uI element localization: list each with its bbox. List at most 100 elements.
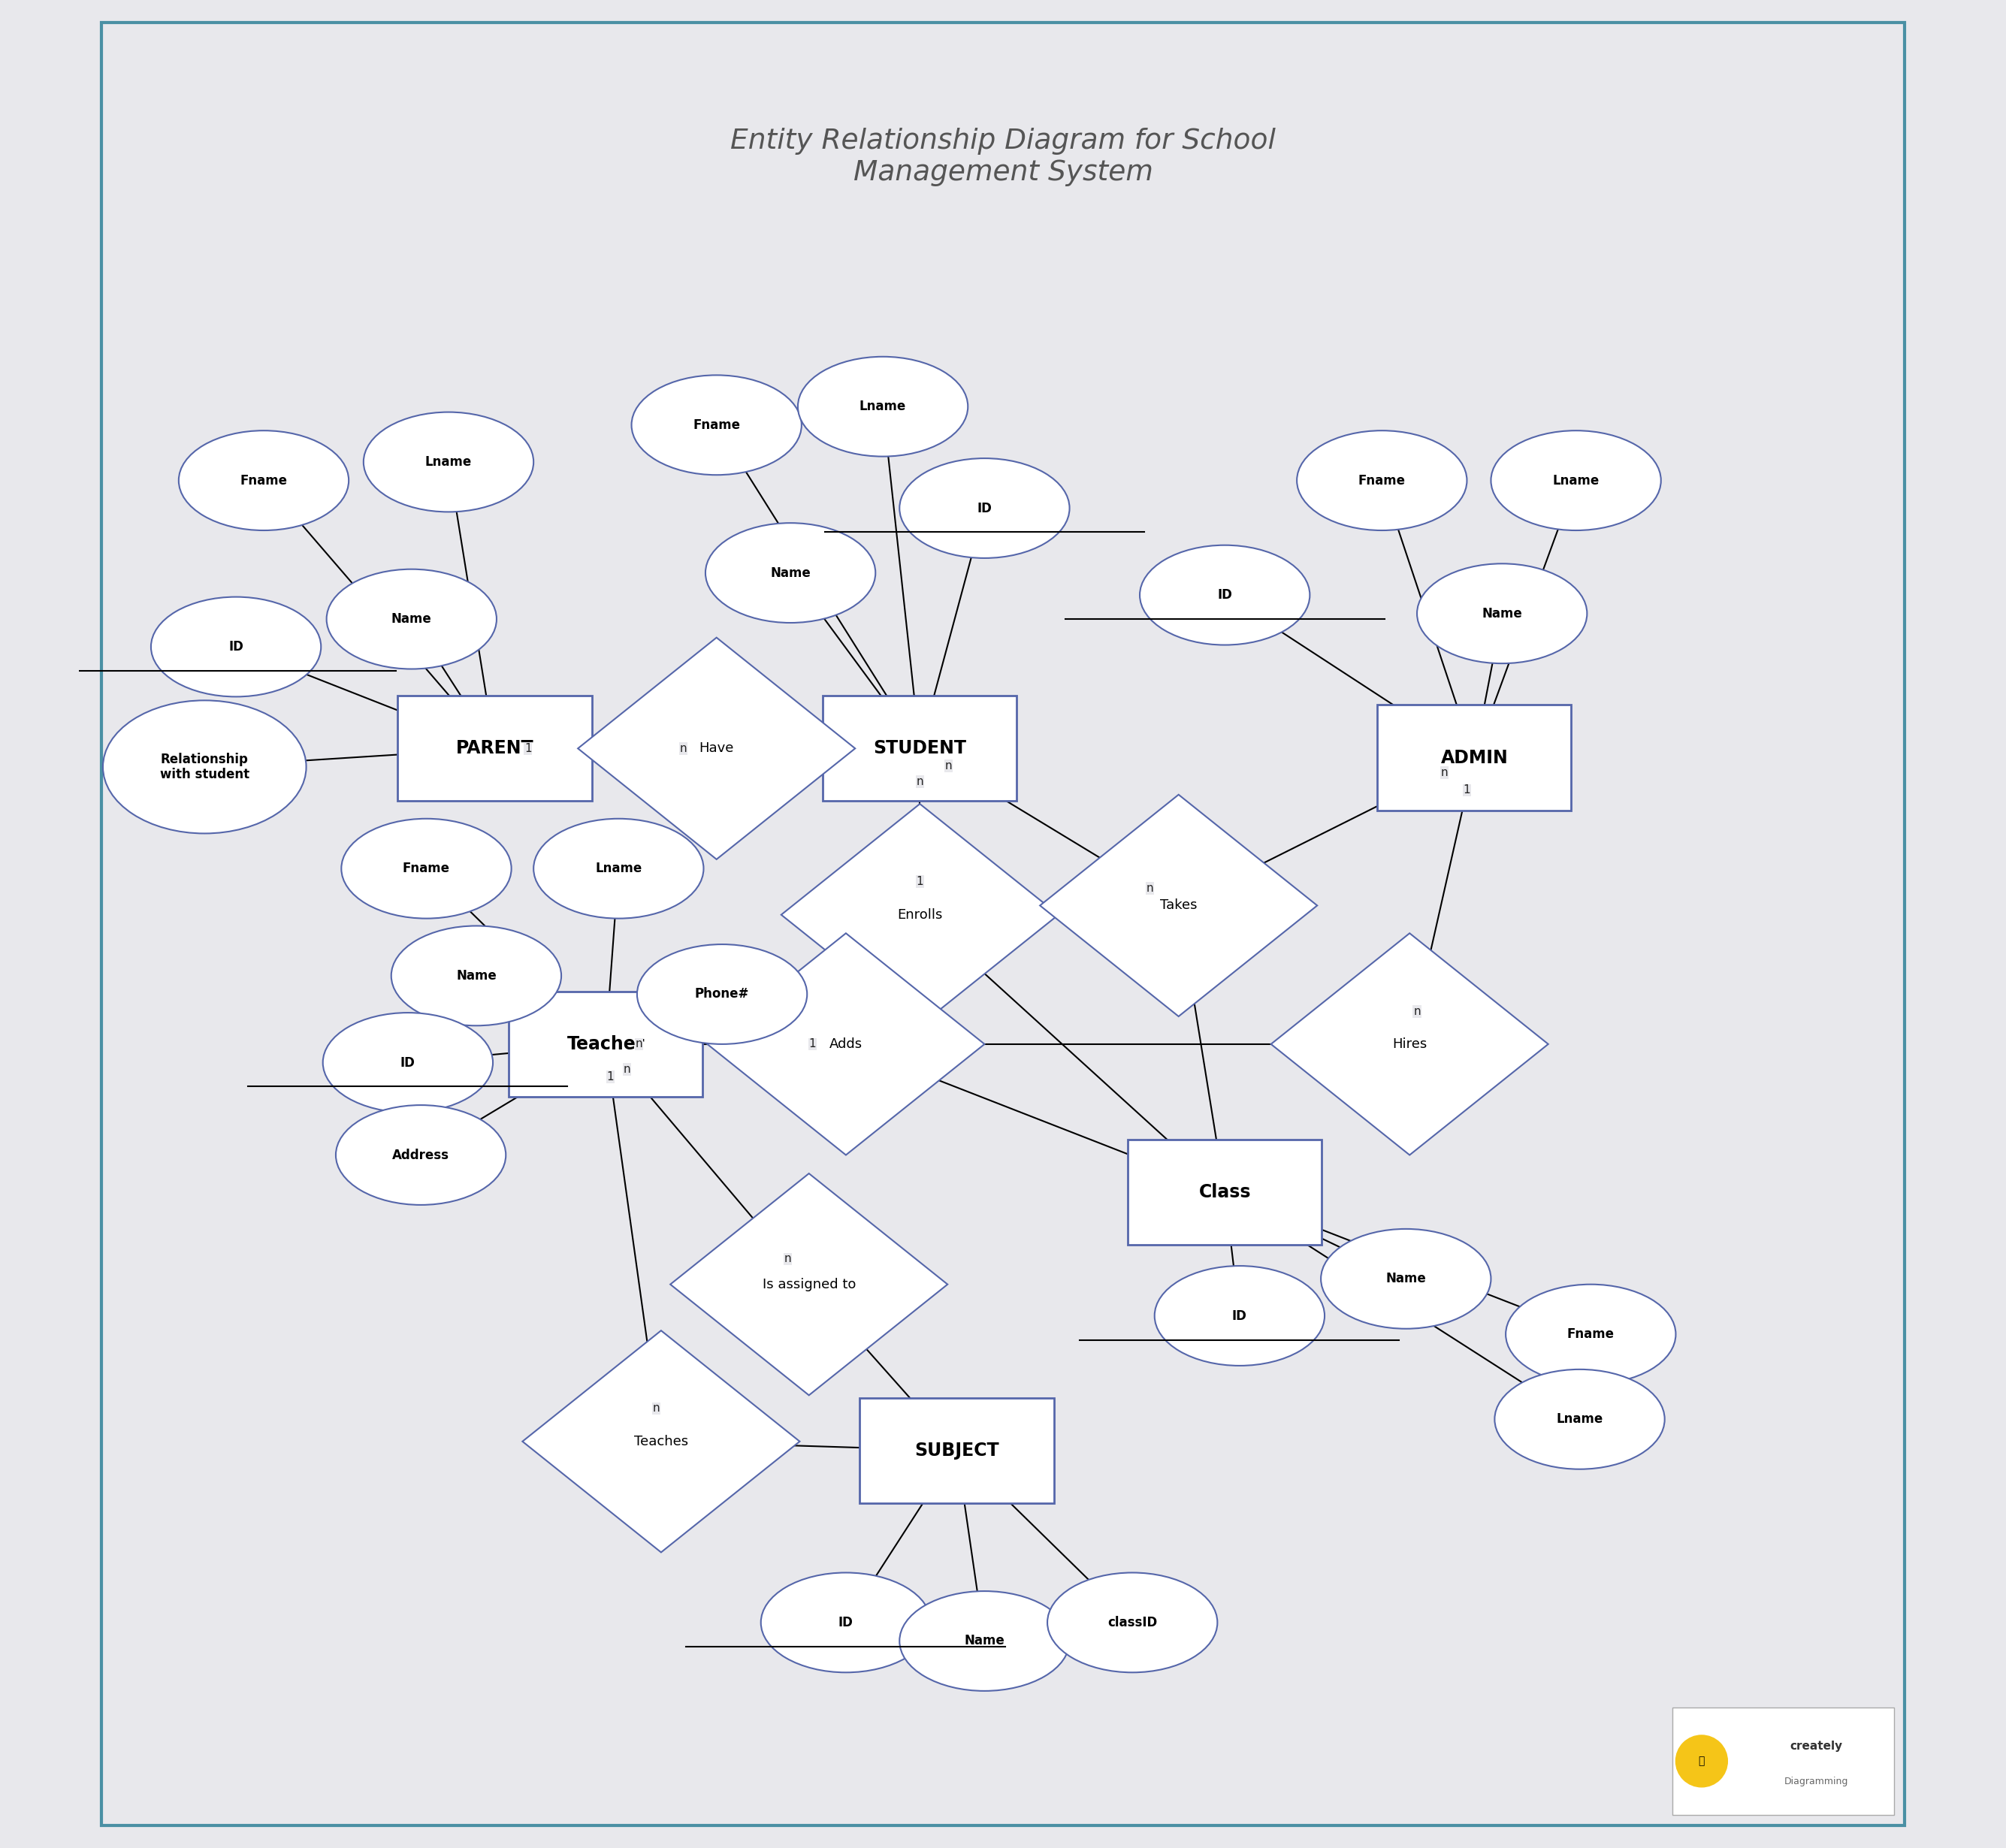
Text: ID: ID <box>229 639 243 654</box>
Ellipse shape <box>363 412 534 512</box>
Text: Lname: Lname <box>425 455 471 469</box>
FancyBboxPatch shape <box>1127 1138 1322 1246</box>
Text: Lname: Lname <box>1553 473 1599 488</box>
Text: n: n <box>1147 883 1153 894</box>
Text: Class: Class <box>1200 1183 1252 1201</box>
Ellipse shape <box>335 1105 506 1205</box>
Text: 1: 1 <box>1462 785 1470 796</box>
Text: Name: Name <box>770 565 810 580</box>
Ellipse shape <box>179 431 349 530</box>
Text: ID: ID <box>839 1615 853 1630</box>
Text: Teacher: Teacher <box>568 1035 644 1053</box>
Text: Enrolls: Enrolls <box>897 907 943 922</box>
Text: classID: classID <box>1107 1615 1157 1630</box>
Ellipse shape <box>1139 545 1310 645</box>
Ellipse shape <box>102 700 307 833</box>
Text: Have: Have <box>700 741 734 756</box>
Text: Fname: Fname <box>241 473 287 488</box>
Ellipse shape <box>1490 431 1661 530</box>
Ellipse shape <box>638 944 806 1044</box>
Text: Diagramming: Diagramming <box>1783 1776 1848 1787</box>
Text: Fname: Fname <box>1358 473 1406 488</box>
Text: Lname: Lname <box>1557 1412 1603 1427</box>
Ellipse shape <box>899 458 1069 558</box>
Text: ID: ID <box>977 501 993 516</box>
Text: Name: Name <box>455 968 495 983</box>
Text: Name: Name <box>1386 1271 1426 1286</box>
Ellipse shape <box>1507 1284 1675 1384</box>
Polygon shape <box>780 804 1059 1026</box>
FancyBboxPatch shape <box>1673 1708 1894 1815</box>
Text: n: n <box>624 1064 630 1076</box>
Ellipse shape <box>899 1591 1069 1691</box>
Text: n: n <box>636 1039 642 1050</box>
Text: Lname: Lname <box>596 861 642 876</box>
Text: SUBJECT: SUBJECT <box>915 1441 999 1460</box>
Ellipse shape <box>1320 1229 1490 1329</box>
Text: STUDENT: STUDENT <box>873 739 967 758</box>
Ellipse shape <box>323 1013 493 1112</box>
Ellipse shape <box>706 523 875 623</box>
FancyBboxPatch shape <box>510 992 702 1098</box>
Text: ADMIN: ADMIN <box>1440 748 1509 767</box>
Ellipse shape <box>150 597 321 697</box>
Text: Entity Relationship Diagram for School
Management System: Entity Relationship Diagram for School M… <box>730 128 1276 187</box>
Text: n: n <box>680 743 686 754</box>
Ellipse shape <box>391 926 562 1026</box>
Text: Fname: Fname <box>692 418 740 432</box>
FancyBboxPatch shape <box>397 697 592 802</box>
Ellipse shape <box>1416 564 1587 663</box>
Text: Name: Name <box>1482 606 1523 621</box>
Text: Name: Name <box>391 612 431 626</box>
Text: ID: ID <box>1218 588 1232 602</box>
Text: Adds: Adds <box>828 1037 863 1052</box>
Ellipse shape <box>1494 1369 1665 1469</box>
Text: Lname: Lname <box>859 399 907 414</box>
Polygon shape <box>522 1331 800 1552</box>
Ellipse shape <box>1155 1266 1324 1366</box>
Polygon shape <box>1272 933 1549 1155</box>
Text: Phone#: Phone# <box>694 987 750 1002</box>
Ellipse shape <box>760 1573 931 1672</box>
Ellipse shape <box>798 357 967 456</box>
Text: Fname: Fname <box>403 861 449 876</box>
Text: Teaches: Teaches <box>634 1434 688 1449</box>
Text: Relationship
with student: Relationship with student <box>160 752 249 782</box>
Ellipse shape <box>534 819 704 918</box>
Ellipse shape <box>1047 1573 1218 1672</box>
Ellipse shape <box>327 569 497 669</box>
Polygon shape <box>670 1173 947 1395</box>
Text: 1: 1 <box>917 876 923 887</box>
Text: ID: ID <box>401 1055 415 1070</box>
Circle shape <box>1675 1735 1727 1787</box>
Text: Fname: Fname <box>1567 1327 1615 1342</box>
Text: n: n <box>917 776 923 787</box>
Text: n: n <box>652 1403 660 1414</box>
Text: n: n <box>784 1253 790 1264</box>
FancyBboxPatch shape <box>100 22 1906 1826</box>
Text: Is assigned to: Is assigned to <box>762 1277 857 1292</box>
Text: 1: 1 <box>524 743 532 754</box>
FancyBboxPatch shape <box>1378 706 1571 811</box>
Text: n: n <box>945 760 953 771</box>
Polygon shape <box>578 638 855 859</box>
Polygon shape <box>1039 795 1318 1016</box>
Ellipse shape <box>341 819 512 918</box>
Text: n: n <box>1440 767 1448 778</box>
FancyBboxPatch shape <box>861 1399 1053 1504</box>
Text: Name: Name <box>965 1634 1005 1648</box>
Text: 1: 1 <box>808 1039 816 1050</box>
FancyBboxPatch shape <box>822 697 1017 802</box>
Text: 💡: 💡 <box>1699 1756 1705 1767</box>
Text: Takes: Takes <box>1159 898 1198 913</box>
Text: Address: Address <box>393 1148 449 1162</box>
Text: PARENT: PARENT <box>455 739 534 758</box>
Text: 1: 1 <box>606 1072 614 1083</box>
Text: creately: creately <box>1789 1741 1844 1752</box>
Ellipse shape <box>1296 431 1466 530</box>
Text: ID: ID <box>1232 1308 1248 1323</box>
Text: Hires: Hires <box>1392 1037 1426 1052</box>
Ellipse shape <box>632 375 802 475</box>
Text: n: n <box>1414 1005 1420 1016</box>
Polygon shape <box>708 933 985 1155</box>
